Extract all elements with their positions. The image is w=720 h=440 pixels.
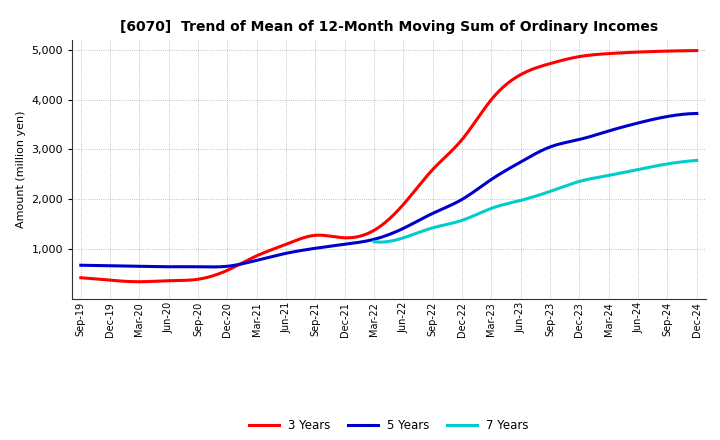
7 Years — [603, 173, 612, 178]
7 Years — [574, 179, 582, 184]
Legend: 3 Years, 5 Years, 7 Years: 3 Years, 5 Years, 7 Years — [244, 414, 534, 436]
5 Years — [279, 251, 287, 257]
5 Years — [526, 154, 534, 159]
5 Years — [466, 192, 474, 197]
3 Years — [279, 243, 287, 248]
3 Years — [76, 275, 85, 280]
7 Years — [375, 239, 384, 245]
3 Years — [135, 279, 144, 284]
7 Years — [605, 172, 613, 178]
Line: 7 Years: 7 Years — [374, 161, 697, 242]
5 Years — [523, 156, 531, 161]
3 Years — [523, 69, 531, 74]
3 Years — [466, 127, 474, 132]
3 Years — [526, 67, 534, 73]
Y-axis label: Amount (million yen): Amount (million yen) — [16, 110, 26, 228]
5 Years — [207, 264, 216, 270]
Title: [6070]  Trend of Mean of 12-Month Moving Sum of Ordinary Incomes: [6070] Trend of Mean of 12-Month Moving … — [120, 20, 658, 34]
5 Years — [76, 263, 85, 268]
5 Years — [693, 111, 701, 116]
7 Years — [410, 231, 418, 237]
7 Years — [693, 158, 701, 163]
3 Years — [322, 233, 330, 238]
7 Years — [476, 210, 485, 216]
7 Years — [498, 202, 507, 208]
7 Years — [370, 239, 379, 245]
3 Years — [693, 48, 701, 53]
Line: 5 Years: 5 Years — [81, 114, 697, 267]
5 Years — [150, 264, 159, 269]
5 Years — [322, 244, 330, 249]
3 Years — [152, 279, 161, 284]
Line: 3 Years: 3 Years — [81, 51, 697, 282]
